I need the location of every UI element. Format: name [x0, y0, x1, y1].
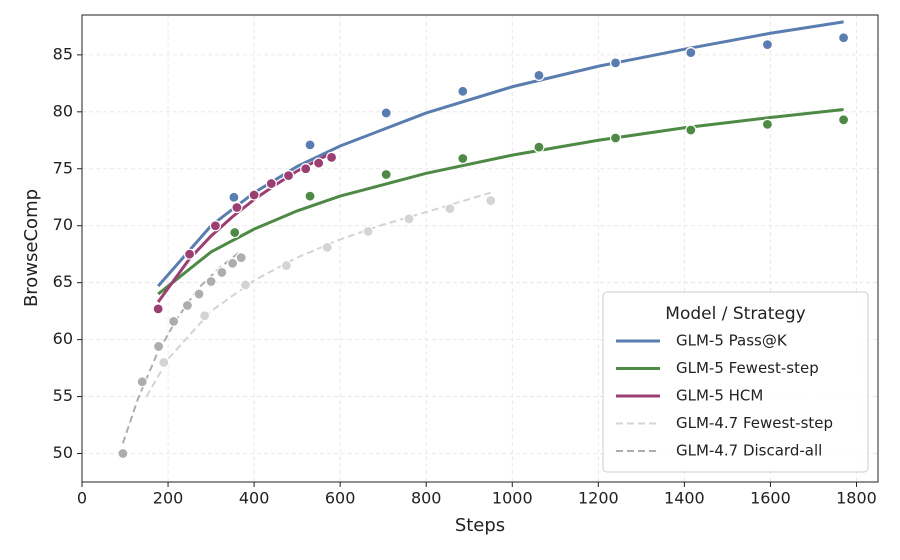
legend-title: Model / Strategy	[665, 304, 805, 324]
x-tick-label: 1800	[836, 489, 877, 508]
legend-label: GLM-4.7 Discard-all	[676, 442, 822, 460]
data-point	[152, 303, 164, 315]
y-tick-label: 85	[53, 44, 73, 63]
data-point	[239, 279, 252, 291]
data-point	[158, 356, 170, 369]
data-point	[181, 299, 194, 312]
x-tick-label: 200	[153, 489, 184, 508]
data-point	[485, 195, 497, 207]
data-point	[304, 139, 316, 151]
data-point	[226, 257, 239, 269]
data-point	[152, 340, 165, 353]
data-point	[248, 189, 260, 201]
y-tick-label: 75	[53, 158, 73, 177]
y-tick-label: 50	[53, 443, 73, 462]
x-tick-label: 0	[77, 489, 87, 508]
data-point	[685, 124, 697, 136]
data-point	[280, 259, 292, 272]
data-point	[209, 220, 221, 232]
x-tick-label: 600	[325, 489, 356, 508]
y-axis-label: BrowseComp	[21, 189, 42, 307]
fit-line	[157, 20, 844, 288]
legend-label: GLM-5 Pass@K	[676, 332, 788, 350]
x-tick-label: 800	[411, 489, 442, 508]
data-point	[231, 201, 243, 214]
data-point	[313, 157, 325, 169]
data-point	[193, 288, 205, 300]
data-point	[265, 177, 277, 190]
y-tick-label: 65	[53, 272, 73, 291]
data-point	[685, 46, 697, 59]
legend: Model / Strategy GLM-5 Pass@K GLM-5 Fewest…	[602, 291, 869, 473]
legend-label: GLM-5 Fewest-step	[676, 359, 819, 377]
y-tick-label: 70	[53, 215, 73, 234]
data-point	[533, 141, 545, 153]
data-point	[609, 57, 622, 69]
fit-line	[157, 108, 844, 296]
x-tick-label: 1400	[664, 489, 705, 508]
x-axis-label: Steps	[455, 515, 505, 536]
data-point	[837, 114, 850, 126]
data-point	[837, 32, 850, 44]
data-point	[229, 226, 241, 239]
data-point	[282, 170, 295, 182]
data-point	[300, 163, 312, 175]
data-point	[609, 132, 622, 144]
data-point	[325, 151, 338, 163]
legend-label: GLM-4.7 Fewest-step	[676, 414, 833, 432]
y-tick-label: 55	[53, 386, 73, 405]
data-point	[761, 118, 774, 130]
data-point	[444, 203, 456, 215]
legend-label: GLM-5 HCM	[676, 387, 763, 405]
data-point	[362, 225, 374, 238]
x-tick-label: 1600	[750, 489, 791, 508]
data-point	[321, 241, 333, 253]
data-point	[183, 248, 196, 260]
data-point	[216, 266, 228, 279]
data-point	[205, 275, 217, 288]
data-point	[761, 39, 774, 51]
y-tick-label: 80	[53, 101, 73, 120]
fit-line	[121, 249, 242, 444]
data-point	[168, 315, 180, 327]
data-point	[235, 252, 247, 264]
x-tick-label: 1200	[578, 489, 619, 508]
data-point	[136, 376, 148, 388]
legend-box	[602, 291, 869, 473]
data-point	[533, 69, 545, 81]
data-point	[228, 191, 240, 203]
data-point	[380, 168, 392, 181]
data-point	[457, 152, 469, 165]
y-tick-label: 60	[53, 329, 73, 348]
data-point	[403, 213, 415, 225]
data-point	[199, 310, 211, 322]
data-point	[457, 85, 469, 97]
data-point	[117, 447, 129, 460]
x-tick-label: 1000	[492, 489, 533, 508]
plot-frame	[81, 14, 879, 483]
x-tick-label: 400	[239, 489, 270, 508]
data-point	[380, 107, 392, 119]
data-point	[304, 190, 316, 202]
